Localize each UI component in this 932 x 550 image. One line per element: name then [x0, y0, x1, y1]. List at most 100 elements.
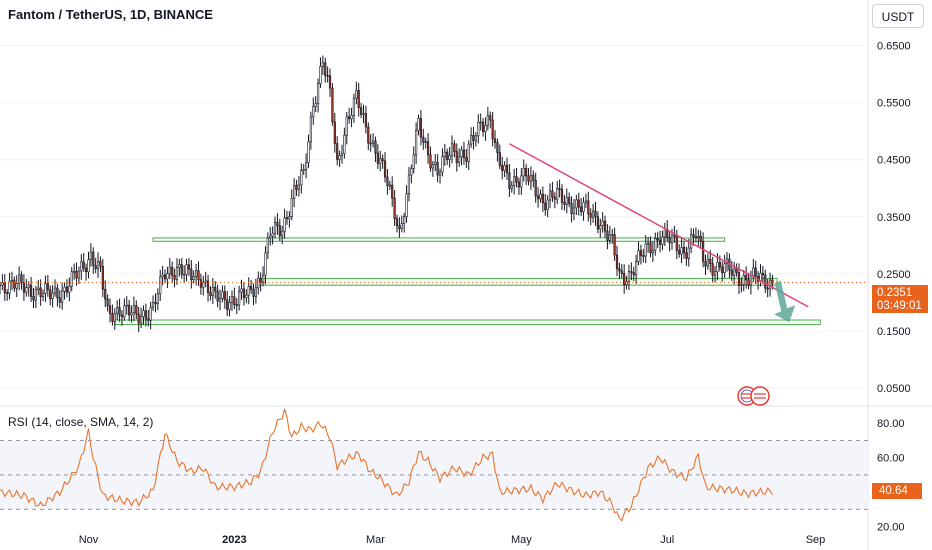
- candle-body: [41, 293, 45, 298]
- candle-body: [486, 115, 489, 126]
- us-flag-icon: [737, 386, 770, 406]
- candle-body: [398, 225, 401, 229]
- candle-body: [264, 252, 267, 276]
- candle-body: [168, 266, 171, 274]
- candle-body: [525, 167, 528, 177]
- candle-body: [352, 97, 356, 116]
- candle-body: [183, 273, 186, 276]
- candle-body: [761, 272, 764, 276]
- candle-body: [22, 282, 26, 293]
- candle-body: [596, 216, 599, 230]
- candle-body: [673, 234, 676, 237]
- time-tick-label: Mar: [366, 534, 385, 546]
- trendline: [509, 143, 809, 308]
- candle-body: [675, 235, 678, 251]
- candle-body: [238, 291, 241, 306]
- time-tick-label: May: [511, 534, 532, 546]
- candle-body: [252, 289, 255, 297]
- candle-body: [450, 143, 454, 156]
- time-tick-label: Nov: [79, 534, 99, 546]
- candle-body: [147, 318, 150, 321]
- candle-body: [92, 251, 95, 266]
- rsi-title[interactable]: RSI (14, close, SMA, 14, 2): [8, 415, 154, 429]
- candle-body: [752, 267, 755, 277]
- candle-body: [13, 279, 16, 289]
- candle-body: [453, 143, 456, 152]
- candle-body: [312, 106, 315, 118]
- candle-body: [223, 291, 226, 301]
- candle-body: [455, 151, 458, 163]
- candle-body: [426, 141, 430, 156]
- candle-body: [309, 116, 312, 143]
- candle-body: [297, 184, 301, 190]
- candle-body: [498, 152, 501, 166]
- candle-body: [123, 305, 126, 318]
- candle-body: [754, 267, 757, 277]
- candle-body: [611, 234, 614, 236]
- candle-body: [687, 247, 690, 259]
- down-arrow: [774, 280, 796, 323]
- candle-body: [376, 152, 379, 164]
- candle-body: [333, 121, 336, 144]
- candle-body: [348, 116, 351, 120]
- price-tick-label: 0.5500: [877, 98, 911, 110]
- candle-body: [204, 280, 207, 283]
- last-price-value: 0.2351: [877, 287, 913, 299]
- candle-body: [360, 107, 363, 115]
- candle-body: [627, 271, 631, 282]
- price-axis: 0.6500 0.5500 0.4500 0.3500 0.2500 0.1500 0.05…: [877, 41, 911, 395]
- candle-body: [508, 172, 511, 189]
- candle-body: [338, 155, 341, 160]
- support-zone: [152, 237, 726, 242]
- candle-body: [723, 263, 726, 274]
- candle-body: [768, 279, 772, 290]
- rsi-line: [0, 408, 773, 522]
- candle-body: [82, 261, 85, 269]
- candle-body: [1, 282, 4, 286]
- candle-body: [230, 296, 234, 303]
- candle-body: [470, 135, 473, 145]
- candle-body: [635, 261, 638, 276]
- candle-body: [240, 288, 243, 293]
- candle-body: [606, 230, 609, 241]
- candle-body: [340, 153, 344, 156]
- candle-body: [56, 287, 59, 299]
- candle-body: [367, 126, 370, 144]
- candle-body: [254, 287, 257, 297]
- candle-body: [448, 155, 451, 160]
- candle-body: [290, 198, 293, 217]
- candle-body: [536, 195, 540, 200]
- candle-body: [65, 286, 69, 293]
- time-axis: Nov 2023 Mar May Jul Sep: [79, 534, 826, 546]
- candle-body: [99, 260, 102, 267]
- candle-body: [649, 242, 652, 254]
- candle-body: [568, 197, 571, 204]
- candle-body: [580, 206, 583, 212]
- candle-body: [589, 213, 592, 218]
- candle-body: [116, 307, 119, 314]
- candle-body: [187, 264, 191, 270]
- candle-body: [319, 65, 322, 84]
- candle-body: [405, 193, 408, 218]
- candle-body: [692, 234, 695, 237]
- candle-body: [58, 297, 61, 303]
- currency-button[interactable]: USDT: [872, 4, 924, 28]
- candle-body: [305, 162, 308, 170]
- candle-body: [199, 279, 202, 288]
- candle-body: [276, 221, 279, 227]
- candle-body: [101, 266, 104, 290]
- bar-countdown: 03:49:01: [877, 300, 922, 312]
- candle-body: [350, 115, 353, 120]
- candle-body: [520, 175, 523, 188]
- candle-body: [503, 165, 506, 171]
- candle-body: [697, 235, 700, 239]
- candle-body: [544, 202, 547, 210]
- candle-body: [192, 276, 195, 280]
- symbol-title[interactable]: Fantom / TetherUS, 1D, BINANCE: [8, 7, 213, 22]
- candle-body: [202, 282, 205, 288]
- candle-body: [625, 281, 628, 285]
- candle-body: [706, 258, 709, 267]
- candle-body: [591, 210, 595, 218]
- candle-body: [328, 75, 332, 89]
